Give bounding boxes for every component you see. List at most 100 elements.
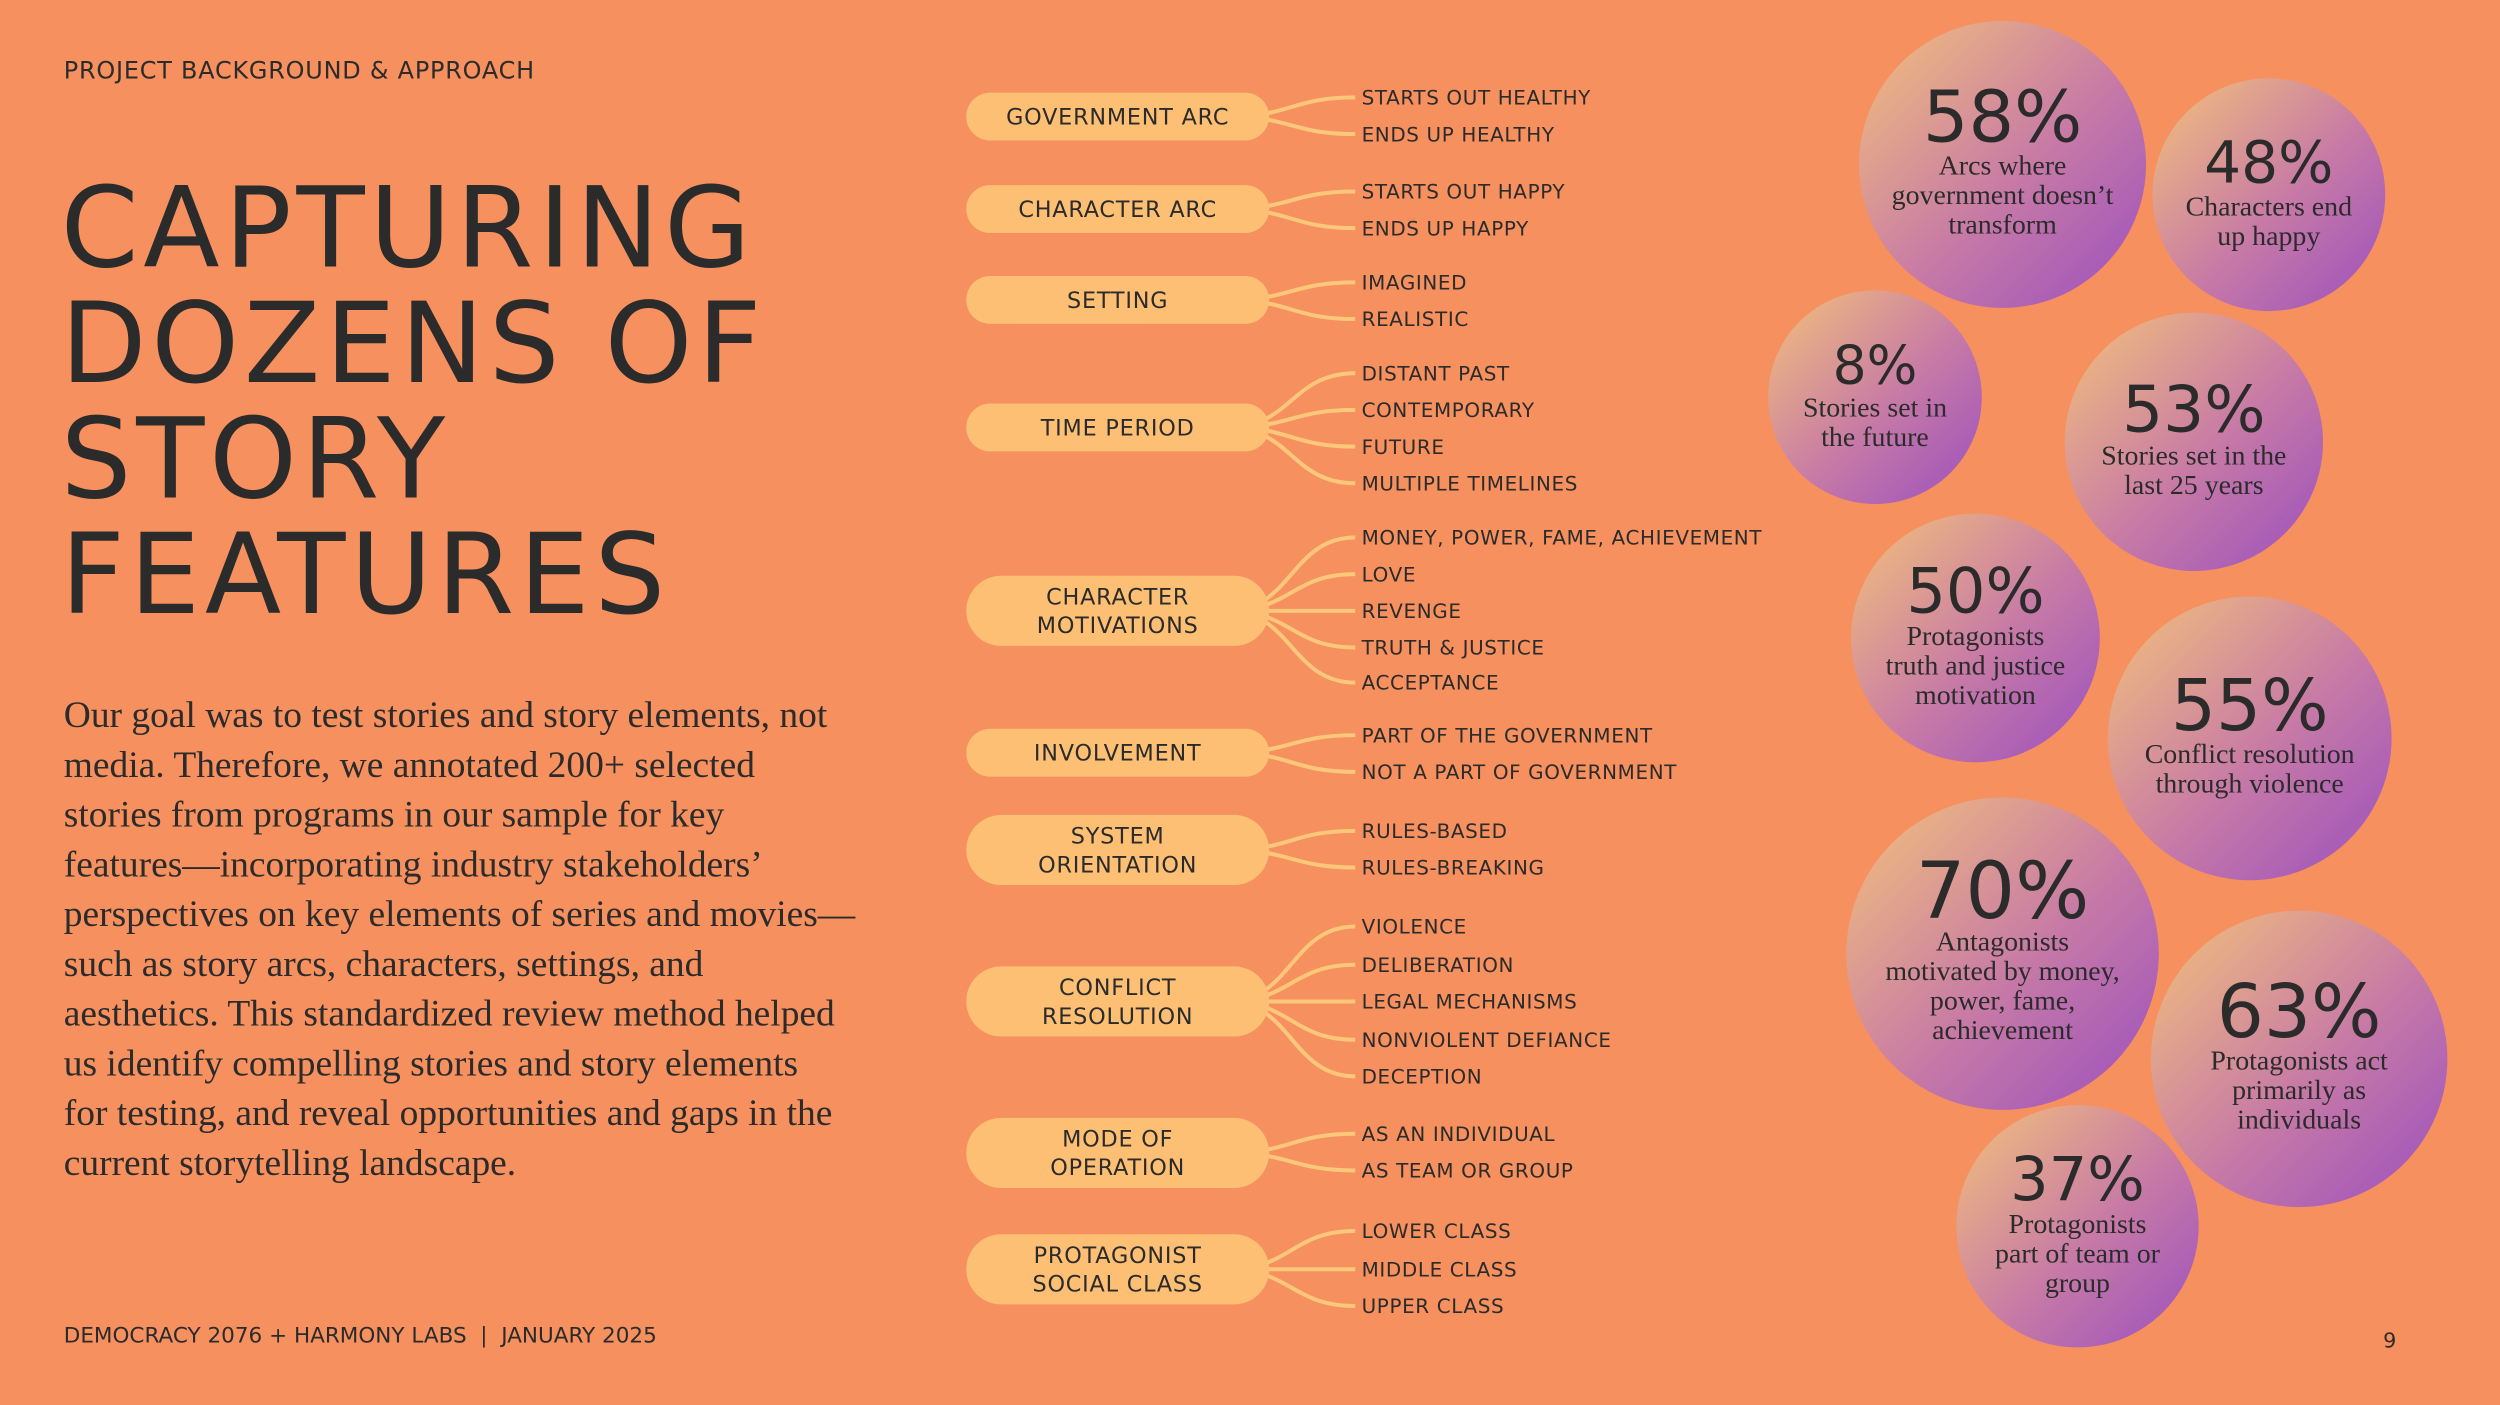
feature-option: CONTEMPORARY xyxy=(1362,399,1535,422)
feature-label: INVOLVEMENT xyxy=(1034,741,1201,767)
feature-label: MODE OF xyxy=(1062,1127,1173,1153)
feature-label: RESOLUTION xyxy=(1042,1004,1193,1030)
feature-option: TRUTH & JUSTICE xyxy=(1361,637,1545,660)
feature-option: DELIBERATION xyxy=(1362,954,1514,977)
feature-pill xyxy=(966,276,1270,324)
footer: DEMOCRACY 2076 + HARMONY LABS | JANUARY … xyxy=(64,1324,657,1349)
feature-option: PART OF THE GOVERNMENT xyxy=(1362,724,1653,747)
body-line: Our goal was to test stories and story e… xyxy=(64,695,828,736)
stat-bubble xyxy=(1956,1105,2199,1348)
stat-caption: Antagonists xyxy=(1936,927,2069,958)
stat-caption: Stories set in xyxy=(1803,392,1947,423)
feature-option: LOVE xyxy=(1362,563,1416,586)
feature-option: MIDDLE CLASS xyxy=(1362,1258,1518,1281)
body-line: media. Therefore, we annotated 200+ sele… xyxy=(64,745,755,786)
feature-option: AS AN INDIVIDUAL xyxy=(1362,1123,1556,1146)
header: PROJECT BACKGROUND & APPROACH xyxy=(64,56,535,84)
stat-caption: Protagonists xyxy=(2009,1209,2147,1240)
feature-option: ENDS UP HEALTHY xyxy=(1362,123,1555,146)
feature-option: RULES-BASED xyxy=(1362,820,1508,843)
stat-caption: achievement xyxy=(1932,1015,2073,1046)
stat-caption: power, fame, xyxy=(1930,986,2075,1017)
feature-label: PROTAGONIST xyxy=(1034,1243,1202,1269)
feature-option: DECEPTION xyxy=(1362,1066,1483,1089)
feature-label: SOCIAL CLASS xyxy=(1032,1272,1202,1298)
body-line: current storytelling landscape. xyxy=(64,1143,516,1184)
stat-caption: motivated by money, xyxy=(1885,956,2119,987)
feature-option: STARTS OUT HAPPY xyxy=(1362,181,1566,204)
title-line: STORY xyxy=(61,395,450,525)
body-line: features—incorporating industry stakehol… xyxy=(64,844,763,885)
stat-bubble xyxy=(2150,910,2448,1208)
stat-value: 58% xyxy=(1923,75,2082,159)
feature-label: CHARACTER xyxy=(1046,584,1189,610)
feature-option: UPPER CLASS xyxy=(1362,1295,1505,1318)
title-line: FEATURES xyxy=(61,510,670,640)
feature-pill xyxy=(966,575,1270,646)
stat-caption: group xyxy=(2045,1268,2110,1299)
feature-option: MULTIPLE TIMELINES xyxy=(1362,472,1578,495)
feature-label: GOVERNMENT ARC xyxy=(1006,105,1229,131)
stat-bubble xyxy=(2152,78,2386,312)
stat-caption: truth and justice xyxy=(1886,651,2066,682)
body-line: aesthetics. This standardized review met… xyxy=(64,994,835,1035)
feature-label: SYSTEM xyxy=(1071,824,1165,850)
stat-caption: primarily as xyxy=(2232,1075,2366,1106)
stat-value: 50% xyxy=(1906,554,2044,627)
body-line: perspectives on key elements of series a… xyxy=(64,894,856,935)
stat-bubble xyxy=(1859,20,2147,308)
feature-pill xyxy=(966,1117,1270,1188)
title-line: DOZENS OF xyxy=(61,279,767,409)
stat-value: 55% xyxy=(2171,664,2329,747)
body-line: for testing, and reveal opportunities an… xyxy=(64,1093,833,1134)
stat-caption: Stories set in the xyxy=(2101,440,2286,471)
stat-caption: Protagonists xyxy=(1906,621,2044,652)
stat-bubble xyxy=(2064,312,2324,571)
feature-option: REVENGE xyxy=(1362,600,1462,623)
feature-label: ORIENTATION xyxy=(1038,852,1197,878)
feature-label: OPERATION xyxy=(1050,1155,1185,1181)
stat-caption: transform xyxy=(1948,209,2057,240)
body-line: us identify compelling stories and story… xyxy=(64,1043,798,1084)
feature-option: VIOLENCE xyxy=(1362,916,1467,939)
feature-pill xyxy=(966,814,1270,886)
feature-option: NOT A PART OF GOVERNMENT xyxy=(1362,761,1678,784)
stat-bubble xyxy=(1846,797,2159,1110)
feature-option: AS TEAM OR GROUP xyxy=(1362,1160,1574,1183)
stat-caption: individuals xyxy=(2237,1105,2361,1136)
feature-option: DISTANT PAST xyxy=(1362,362,1510,385)
stat-value: 48% xyxy=(2204,129,2333,197)
feature-pill xyxy=(966,728,1270,777)
stat-value: 70% xyxy=(1916,846,2090,937)
feature-label: MOTIVATIONS xyxy=(1037,613,1199,639)
stat-bubble xyxy=(1851,513,2100,763)
feature-option: FUTURE xyxy=(1362,436,1445,459)
feature-option: ENDS UP HAPPY xyxy=(1362,217,1529,240)
title-line: CAPTURING xyxy=(61,163,756,293)
stat-caption: motivation xyxy=(1915,680,2036,711)
feature-option: LOWER CLASS xyxy=(1362,1220,1512,1243)
stat-value: 8% xyxy=(1833,334,1918,397)
stat-value: 53% xyxy=(2122,373,2266,448)
stat-caption: part of team or xyxy=(1995,1238,2161,1269)
feature-option: NONVIOLENT DEFIANCE xyxy=(1362,1029,1612,1052)
feature-label: CONFLICT xyxy=(1059,975,1176,1001)
feature-option: RULES-BREAKING xyxy=(1362,857,1545,880)
feature-pill xyxy=(966,1234,1270,1305)
body-line: such as story arcs, characters, settings… xyxy=(64,944,704,985)
stat-caption: the future xyxy=(1821,422,1929,453)
stat-caption: last 25 years xyxy=(2124,470,2263,501)
stat-value: 63% xyxy=(2217,969,2382,1055)
stat-caption: through violence xyxy=(2156,768,2344,799)
feature-option: STARTS OUT HEALTHY xyxy=(1362,87,1592,110)
page-number: 9 xyxy=(2383,1328,2396,1352)
stat-caption: up happy xyxy=(2217,221,2320,252)
feature-option: MONEY, POWER, FAME, ACHIEVEMENT xyxy=(1362,527,1763,550)
feature-pill xyxy=(966,966,1270,1037)
feature-pill xyxy=(966,403,1270,452)
feature-option: REALISTIC xyxy=(1362,308,1469,331)
feature-option: LEGAL MECHANISMS xyxy=(1362,991,1578,1014)
stat-bubble xyxy=(2107,596,2392,881)
stat-caption: Characters end xyxy=(2186,191,2353,222)
